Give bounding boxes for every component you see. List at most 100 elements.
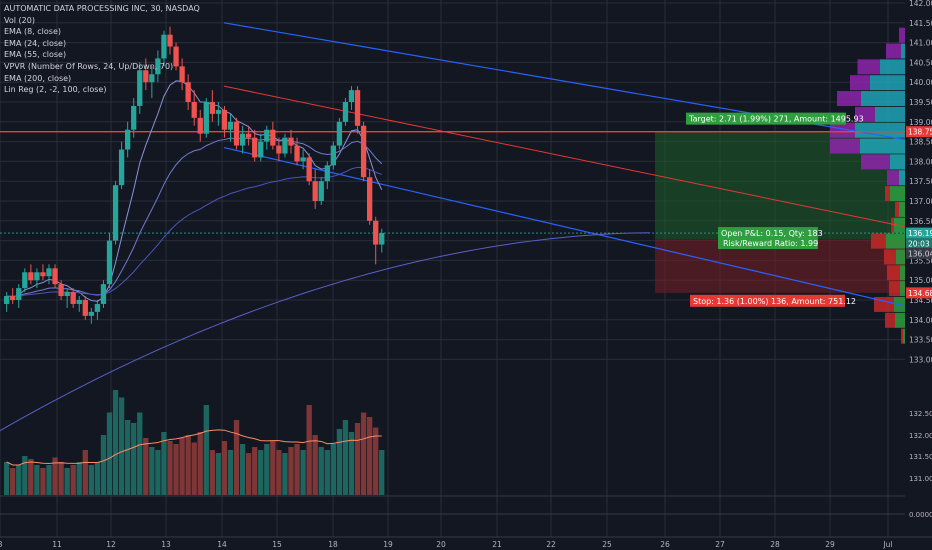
candle-body — [131, 105, 137, 130]
volume-bar — [185, 435, 191, 495]
volume-bar — [70, 465, 76, 495]
volume-bar — [58, 462, 64, 495]
time-tick-label: 29 — [825, 540, 835, 549]
candle-body — [58, 284, 64, 297]
price-tick-label: 140.50 — [909, 58, 932, 67]
indicator-lin-reg[interactable]: Lin Reg (2, -2, 100, close) — [4, 85, 107, 95]
volume-bar — [76, 462, 82, 495]
chart-title[interactable]: AUTOMATIC DATA PROCESSING INC, 30, NASDA… — [4, 4, 200, 13]
candle-body — [22, 272, 28, 289]
chart-legend: AUTOMATIC DATA PROCESSING INC, 30, NASDA… — [4, 3, 200, 96]
indicator-ema-55[interactable]: EMA (55, close) — [4, 50, 67, 60]
candle-body — [40, 272, 46, 277]
candle-body — [143, 70, 149, 83]
time-tick-label: 15 — [272, 540, 282, 549]
candle-body — [88, 311, 94, 316]
candle-body — [342, 102, 349, 122]
indicator-ema-24[interactable]: EMA (24, close) — [4, 38, 67, 48]
volume-bar — [34, 465, 40, 495]
candle-body — [191, 102, 197, 118]
indicator-vpvr[interactable]: VPVR (Number Of Rows, 24, Up/Down, 70) — [4, 61, 174, 71]
volume-bar — [270, 441, 276, 495]
volume-bar — [239, 444, 246, 495]
price-tick-label: 136.50 — [909, 217, 932, 226]
vpvr-bar-down — [899, 27, 905, 43]
vpvr-bar-down — [837, 91, 861, 107]
candle-body — [354, 90, 361, 126]
candle-body — [155, 58, 161, 75]
volume-bar — [179, 438, 185, 495]
candle-body — [197, 117, 203, 134]
volume-bar — [367, 417, 373, 495]
candle-body — [94, 303, 101, 312]
risk-reward-label: Risk/Reward Ratio: 1.99 — [723, 239, 818, 248]
volume-bar — [40, 468, 46, 495]
volume-bar — [100, 435, 107, 495]
vpvr-bar-down — [885, 186, 890, 202]
volume-bar — [191, 442, 197, 495]
candle-body — [10, 296, 16, 300]
candle-body — [264, 129, 270, 142]
volume-bar — [197, 432, 203, 495]
candle-body — [336, 121, 343, 146]
vpvr-bar-down — [901, 328, 903, 344]
volume-bar — [82, 450, 88, 495]
candle-body — [258, 141, 264, 158]
candle-body — [100, 284, 107, 304]
volume-tick-label: 131.50 — [909, 453, 932, 461]
indicator-vol[interactable]: Vol (20) — [4, 15, 35, 25]
candle-body — [28, 272, 34, 281]
volume-bar — [336, 429, 343, 495]
candle-body — [215, 109, 222, 114]
volume-bar — [312, 435, 318, 495]
time-axis-bg — [0, 537, 932, 550]
candle-body — [76, 300, 82, 304]
price-tick-label: 141.50 — [909, 19, 932, 28]
volume-bar — [348, 432, 355, 495]
time-tick-label: 11 — [52, 540, 62, 549]
volume-bar — [149, 447, 155, 495]
volume-bar — [10, 468, 16, 495]
indicator-ema-200[interactable]: EMA (200, close) — [4, 73, 72, 83]
vpvr-bar-down — [886, 43, 901, 59]
pnl-label-bg — [718, 227, 818, 250]
volume-bar — [94, 462, 101, 495]
volume-bar — [318, 447, 324, 495]
candle-body — [373, 220, 379, 245]
candle-body — [300, 157, 306, 162]
volume-bar — [46, 465, 52, 495]
candle-body — [221, 109, 228, 130]
candle-body — [227, 121, 234, 130]
volume-bar — [215, 453, 222, 495]
candle-body — [203, 102, 209, 134]
target-label-bg — [686, 112, 846, 125]
price-tick-label: 138.50 — [909, 138, 932, 147]
last-price-label: 136.19 — [908, 229, 932, 238]
time-tick-label: 26 — [660, 540, 670, 549]
vpvr-bar-up — [901, 43, 905, 59]
volume-bar — [4, 462, 10, 495]
candle-body — [52, 268, 58, 285]
vpvr-bar-down — [874, 296, 894, 312]
candle-body — [179, 66, 185, 83]
candle-body — [348, 90, 355, 102]
volume-bar — [373, 427, 379, 495]
vpvr-bar-up — [896, 249, 905, 265]
volume-bar — [306, 405, 312, 495]
time-tick-label: Jul — [882, 540, 892, 549]
vpvr-bar-down — [889, 281, 900, 297]
volume-bar — [88, 465, 94, 495]
candle-body — [149, 74, 155, 83]
vpvr-bar-up — [875, 106, 905, 122]
candle-body — [318, 181, 324, 201]
volume-bar — [167, 441, 173, 495]
volume-bar — [131, 423, 137, 495]
volume-bar — [112, 390, 119, 495]
candle-body — [137, 70, 143, 106]
volume-bar — [252, 447, 258, 495]
volume-bar — [64, 468, 70, 495]
candle-body — [324, 165, 330, 182]
candle-body — [70, 292, 76, 304]
indicator-ema-8[interactable]: EMA (8, close) — [4, 27, 61, 37]
